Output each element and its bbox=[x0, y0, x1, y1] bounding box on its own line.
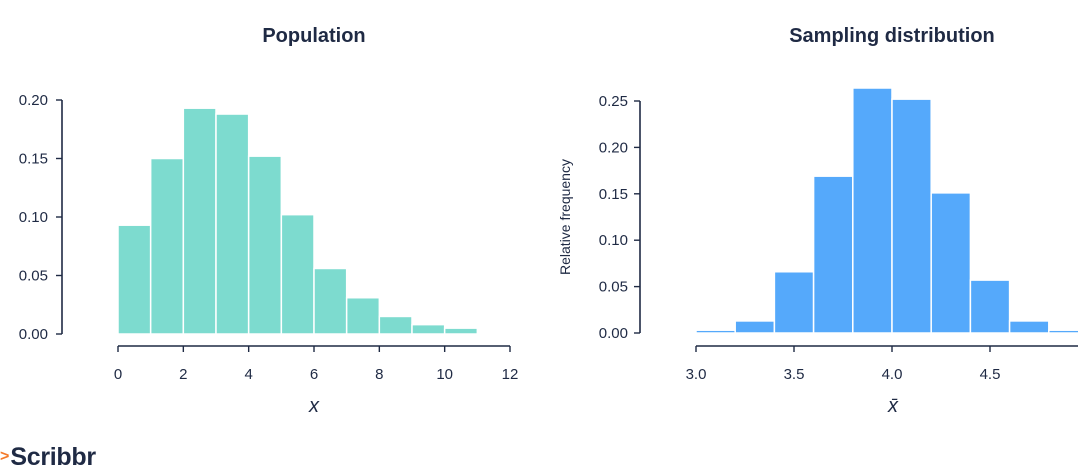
y-tick-label: 0.15 bbox=[599, 186, 628, 203]
histogram-bar bbox=[443, 327, 479, 335]
y-tick-label: 0.20 bbox=[19, 92, 48, 109]
y-axis-title: Relative frequency bbox=[557, 159, 573, 275]
logo-mark-icon: > bbox=[0, 448, 10, 465]
histogram-bar bbox=[247, 155, 283, 335]
logo-text: Scribbr bbox=[10, 442, 96, 471]
scribbr-logo: > Scribbr bbox=[0, 442, 96, 472]
y-tick-label: 0.15 bbox=[19, 151, 48, 168]
x-tick-label: 4 bbox=[244, 366, 252, 383]
x-tick-label: 8 bbox=[375, 366, 383, 383]
histogram-bar bbox=[345, 296, 381, 335]
histogram-bar bbox=[149, 157, 185, 335]
chart-0: Population 0.00 0.05 0.10 0.15 0.20 0 2 4 6 8 10 12 x bbox=[19, 25, 519, 417]
x-tick-label: 12 bbox=[502, 366, 519, 383]
y-tick-label: 0.05 bbox=[19, 268, 48, 285]
x-tick-label: 3.0 bbox=[686, 366, 707, 383]
histogram-bar bbox=[812, 175, 854, 334]
histogram-bar bbox=[891, 98, 932, 334]
histogram-bar bbox=[117, 224, 152, 335]
x-axis-title: x̄ bbox=[887, 395, 899, 417]
histogram-bar bbox=[1048, 329, 1078, 334]
x-tick-label: 4.5 bbox=[980, 366, 1001, 383]
y-tick-label: 0.00 bbox=[599, 325, 628, 342]
histogram-bar bbox=[969, 279, 1011, 334]
y-tick-label: 0.10 bbox=[19, 209, 48, 226]
x-axis-title: x bbox=[308, 395, 320, 417]
histogram-bar bbox=[215, 113, 250, 335]
histogram-bar bbox=[182, 107, 217, 335]
histogram-bar bbox=[411, 323, 446, 335]
y-tick-label: 0.10 bbox=[599, 232, 628, 249]
y-tick-label: 0.20 bbox=[599, 139, 628, 156]
x-tick-label: 0 bbox=[114, 366, 122, 383]
histogram-bar bbox=[852, 87, 893, 334]
chart-title: Sampling distribution bbox=[789, 25, 995, 47]
x-tick-label: 3.5 bbox=[784, 366, 805, 383]
x-tick-label: 6 bbox=[310, 366, 318, 383]
histogram-bar bbox=[930, 192, 972, 334]
x-tick-label: 4.0 bbox=[882, 366, 903, 383]
histogram-bar bbox=[695, 329, 736, 334]
histogram-bar bbox=[1008, 320, 1050, 334]
chart-1: Sampling distribution 0.00 0.05 0.10 0.15 0.2… bbox=[557, 25, 1078, 417]
x-tick-label: 10 bbox=[436, 366, 453, 383]
y-tick-label: 0.25 bbox=[599, 93, 628, 110]
y-tick-label: 0.05 bbox=[599, 279, 628, 296]
histogram-bar bbox=[378, 315, 413, 335]
histogram-bar bbox=[734, 320, 776, 334]
y-tick-label: 0.00 bbox=[19, 326, 48, 343]
x-tick-label: 2 bbox=[179, 366, 187, 383]
histogram-bar bbox=[280, 213, 315, 335]
histogram-bar bbox=[773, 271, 815, 334]
chart-title: Population bbox=[262, 25, 365, 47]
histogram-bar bbox=[313, 267, 348, 335]
